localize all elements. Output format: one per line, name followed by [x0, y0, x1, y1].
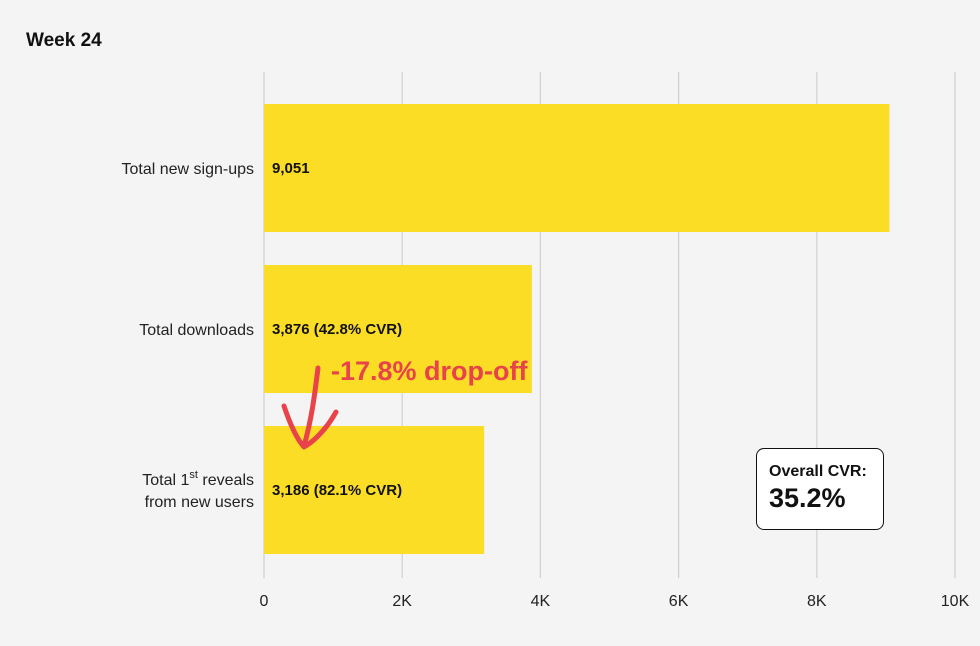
category-labels: Total new sign-ups Total downloads Total 1…: [121, 161, 254, 511]
overall-cvr-value: 35.2%: [769, 483, 846, 513]
bar: [264, 104, 890, 232]
category-label: Total downloads: [139, 322, 254, 339]
drop-off-label: -17.8% drop-off: [331, 356, 529, 386]
overall-cvr-callout: Overall CVR: 35.2%: [756, 448, 884, 530]
overall-cvr-label: Overall CVR:: [769, 463, 867, 480]
bars: 9,051 3,876 (42.8% CVR) 3,186 (82.1% CVR): [264, 104, 890, 554]
bar: [264, 265, 532, 393]
x-tick-label: 10K: [941, 593, 970, 610]
drop-off-arrow-icon: [281, 365, 339, 450]
chart-title: Week 24: [26, 30, 102, 51]
x-tick-label: 6K: [669, 593, 689, 610]
bar-value-label: 3,186 (82.1% CVR): [272, 482, 402, 499]
bar: [264, 426, 485, 554]
drop-off-annotation: -17.8% drop-off: [281, 356, 529, 450]
bar-value-label: 9,051: [272, 160, 310, 177]
x-tick-label: 4K: [531, 593, 551, 610]
x-axis-ticks: 0 2K 4K 6K 8K 10K: [260, 593, 970, 610]
x-tick-label: 0: [260, 593, 269, 610]
x-tick-label: 2K: [392, 593, 412, 610]
category-label: Total new sign-ups: [121, 161, 254, 178]
category-label: Total 1st reveals: [142, 469, 254, 489]
category-label: from new users: [145, 494, 254, 511]
bar-value-label: 3,876 (42.8% CVR): [272, 321, 402, 338]
x-tick-label: 8K: [807, 593, 827, 610]
